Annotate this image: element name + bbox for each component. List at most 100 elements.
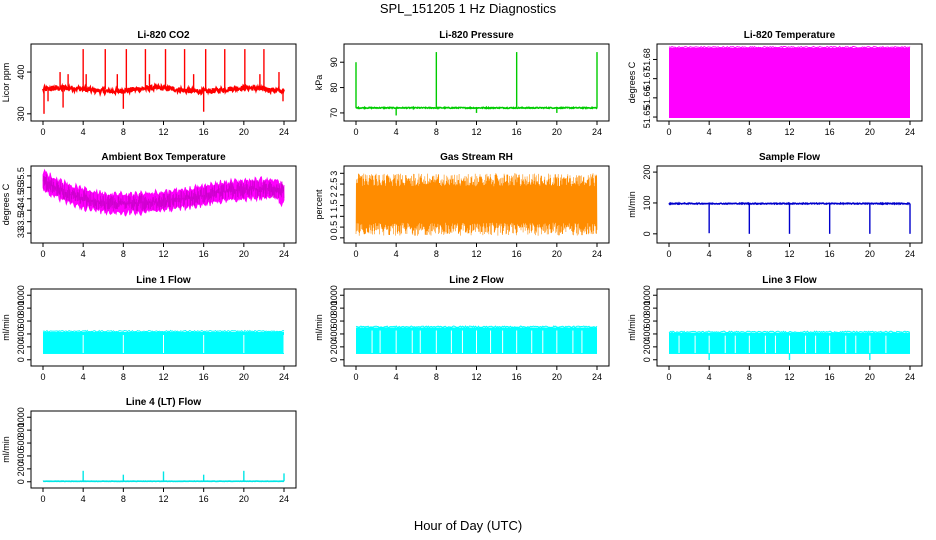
x-tick-label: 24: [279, 249, 289, 259]
x-tick-label: 4: [707, 372, 712, 382]
y-tick-label: 1.5: [329, 199, 339, 212]
y-tick-label: 34: [16, 205, 26, 215]
y-tick-label: 1000: [16, 407, 26, 427]
x-tick-label: 4: [394, 249, 399, 259]
series: [355, 325, 598, 354]
y-tick-label: 600: [16, 314, 26, 329]
y-tick-label: 1000: [642, 285, 652, 305]
x-tick-label: 0: [353, 372, 358, 382]
y-tick-label: 200: [329, 339, 339, 354]
y-tick-label: 0: [16, 357, 26, 362]
series: [355, 173, 598, 236]
x-axis-label: Hour of Day (UTC): [413, 518, 523, 533]
x-tick-label: 16: [512, 372, 522, 382]
x-tick-label: 12: [158, 127, 168, 137]
x-tick-label: 24: [592, 372, 602, 382]
x-tick-label: 16: [825, 127, 835, 137]
series: [42, 470, 285, 483]
x-tick-label: 20: [865, 372, 875, 382]
x-tick-label: 0: [666, 249, 671, 259]
band-fill: [669, 47, 910, 119]
x-tick-label: 12: [784, 127, 794, 137]
y-tick-label: 70: [329, 108, 339, 118]
band-fill: [356, 190, 597, 221]
series: [42, 168, 285, 217]
y-tick-label: 1000: [329, 285, 339, 305]
y-tick-label: 33.5: [16, 213, 26, 231]
y-tick-label: 1000: [16, 285, 26, 305]
panel-title: Line 2 Flow: [449, 275, 504, 286]
series-line: [355, 173, 598, 236]
panel-title: Line 3 Flow: [762, 275, 817, 286]
x-tick-label: 8: [121, 494, 126, 504]
y-tick-label: 90: [329, 57, 339, 67]
x-tick-label: 4: [81, 127, 86, 137]
y-tick-label: 800: [642, 301, 652, 316]
x-tick-label: 20: [552, 249, 562, 259]
y-tick-label: 600: [16, 436, 26, 451]
x-tick-label: 0: [666, 372, 671, 382]
x-tick-label: 8: [121, 372, 126, 382]
x-tick-label: 4: [81, 249, 86, 259]
y-tick-label: 800: [329, 301, 339, 316]
x-tick-label: 24: [905, 372, 915, 382]
x-tick-label: 20: [552, 372, 562, 382]
x-tick-label: 16: [199, 372, 209, 382]
x-tick-label: 12: [471, 127, 481, 137]
band-edge: [42, 329, 285, 333]
x-tick-label: 24: [592, 127, 602, 137]
y-axis-label: ml/min: [1, 436, 11, 463]
panel-title: Li-820 Pressure: [439, 30, 514, 41]
y-tick-label: 2: [329, 192, 339, 197]
x-tick-label: 8: [747, 249, 752, 259]
x-tick-label: 20: [239, 494, 249, 504]
series-line: [42, 174, 285, 212]
x-tick-label: 12: [158, 494, 168, 504]
x-tick-label: 16: [199, 127, 209, 137]
y-tick-label: 1: [329, 214, 339, 219]
series: [668, 201, 911, 234]
x-tick-label: 24: [279, 127, 289, 137]
panel-8: Line 2 Flow ml/min 0 4 8 12 16 20 24 0 20040060080…: [314, 275, 610, 382]
x-tick-label: 0: [40, 494, 45, 504]
x-tick-label: 8: [121, 127, 126, 137]
y-tick-label: 0: [329, 357, 339, 362]
x-tick-label: 16: [825, 372, 835, 382]
panel-6: Sample Flow ml/min 0 4 8 12 16 20 24 0 100 200: [627, 152, 923, 259]
x-tick-label: 16: [825, 249, 835, 259]
x-tick-label: 4: [81, 372, 86, 382]
y-tick-label: 51.67: [642, 67, 652, 90]
panel-7: Line 1 Flow ml/min 0 4 8 12 16 20 24 0 20040060080…: [1, 275, 297, 382]
y-tick-label: 100: [642, 195, 652, 210]
band-edge: [355, 325, 598, 329]
x-tick-label: 24: [279, 372, 289, 382]
y-tick-label: 300: [16, 106, 26, 121]
x-tick-label: 8: [434, 372, 439, 382]
y-axis-label: ml/min: [314, 314, 324, 341]
panel-title: Gas Stream RH: [440, 152, 513, 163]
x-tick-label: 24: [279, 494, 289, 504]
series: [42, 49, 285, 114]
y-axis-label: ml/min: [627, 314, 637, 341]
y-tick-label: 0: [642, 231, 652, 236]
x-tick-label: 8: [121, 249, 126, 259]
y-tick-label: 600: [642, 314, 652, 329]
panel-title: Sample Flow: [759, 152, 820, 163]
panel-3: Li-820 Temperature degrees C 0 4 8 12 16 20 24 51…: [627, 30, 923, 137]
series-line: [42, 82, 285, 97]
y-tick-label: 400: [16, 448, 26, 463]
y-axis-label: degrees C: [627, 61, 637, 103]
x-tick-label: 12: [158, 249, 168, 259]
x-tick-label: 4: [394, 127, 399, 137]
y-tick-label: 0: [642, 357, 652, 362]
panel-9: Line 3 Flow ml/min 0 4 8 12 16 20 24 0 20040060080…: [627, 275, 923, 382]
panel-title: Li-820 CO2: [137, 30, 190, 41]
panel-title: Line 1 Flow: [136, 275, 191, 286]
series: [668, 330, 910, 360]
y-tick-label: 600: [329, 314, 339, 329]
panel-2: Li-820 Pressure kPa 0 4 8 12 16 20 24 70 80 90: [314, 30, 610, 137]
x-tick-label: 16: [199, 249, 209, 259]
x-tick-label: 20: [239, 249, 249, 259]
x-tick-label: 8: [747, 372, 752, 382]
